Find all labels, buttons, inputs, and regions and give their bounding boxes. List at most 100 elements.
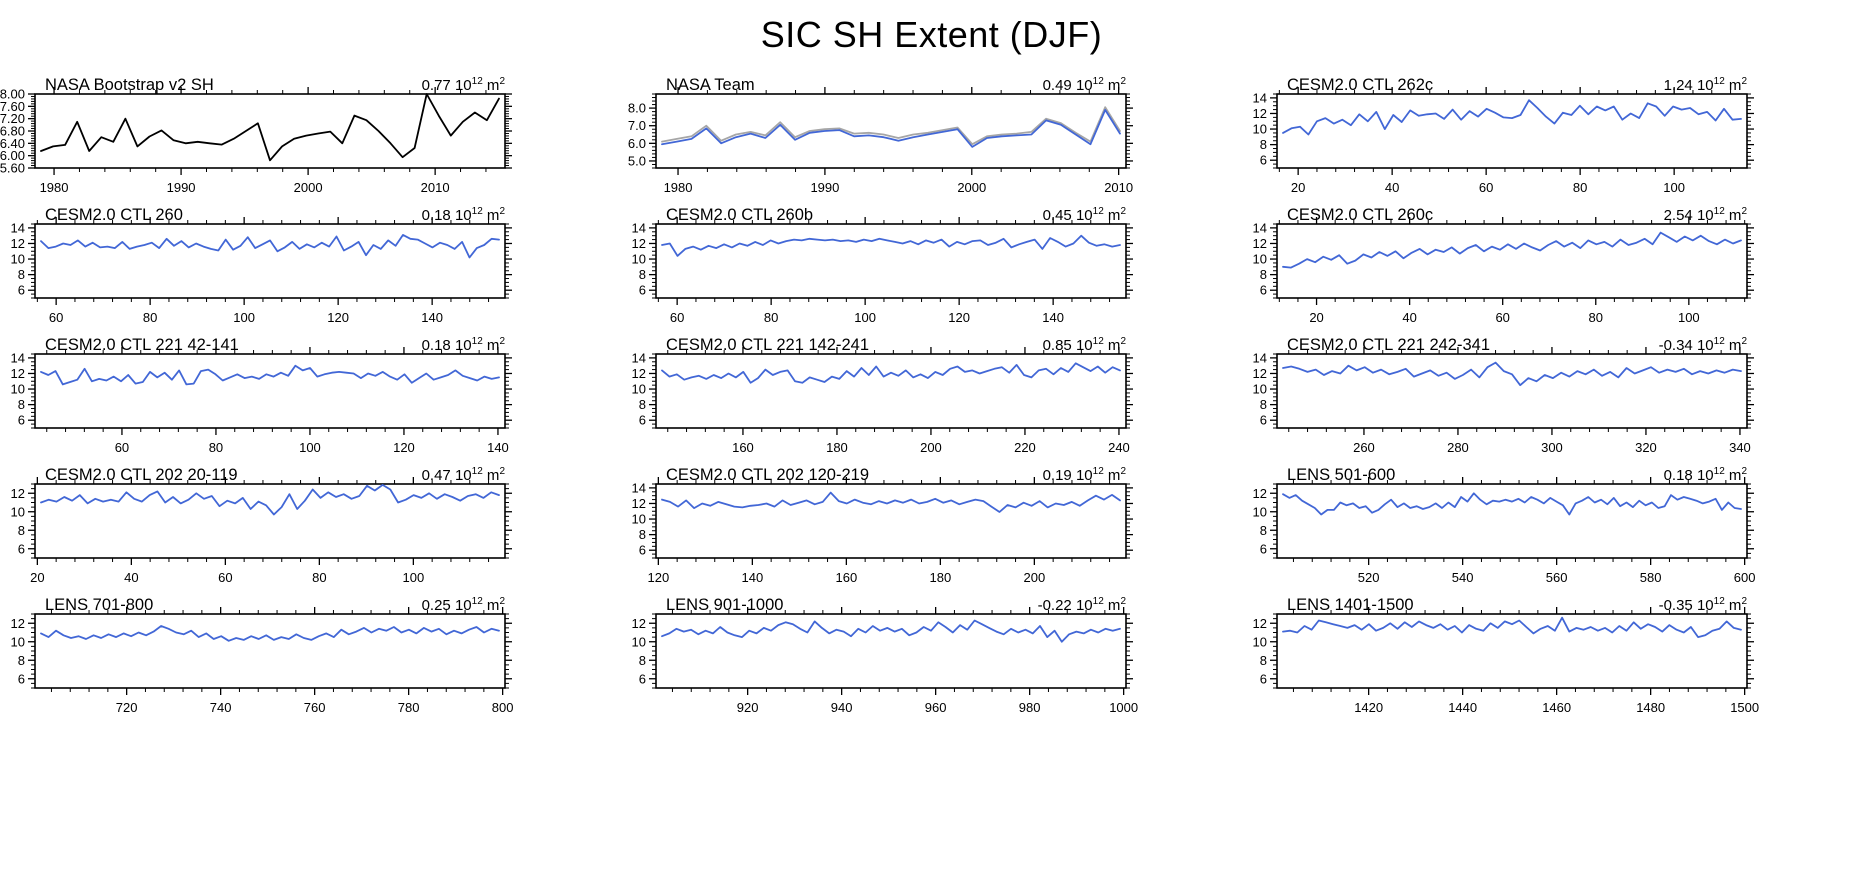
trend-value: 0.77 xyxy=(421,77,451,94)
svg-text:60: 60 xyxy=(218,570,232,585)
panel-title: LENS 501-600 xyxy=(1287,466,1396,484)
trend-power-exp: 12 xyxy=(471,596,483,607)
panel-trend-label: 0.77 1012 m2 xyxy=(422,76,505,94)
svg-text:14: 14 xyxy=(1253,220,1267,235)
svg-text:6.80: 6.80 xyxy=(0,124,25,139)
svg-text:8.00: 8.00 xyxy=(0,87,25,102)
svg-text:340: 340 xyxy=(1729,440,1751,455)
chart-panel: 260 280 300 320 340 6 8 10 12 14 CESM2.0 CTL 221 … xyxy=(1242,336,1863,466)
svg-text:12: 12 xyxy=(11,236,25,251)
trend-power-base: 10 xyxy=(1692,337,1714,354)
svg-text:100: 100 xyxy=(1663,180,1685,195)
trend-unit-exp: 2 xyxy=(1741,206,1747,217)
panel-trend-label: -0.22 1012 m2 xyxy=(1038,596,1126,614)
svg-text:12: 12 xyxy=(1253,106,1267,121)
svg-text:2010: 2010 xyxy=(421,180,450,195)
panel-plot-svg: 920 940 960 980 1000 6 8 10 12 xyxy=(632,607,1138,715)
svg-text:60: 60 xyxy=(1479,180,1493,195)
trend-unit: m xyxy=(1103,77,1121,94)
svg-text:140: 140 xyxy=(1042,310,1064,325)
svg-text:6: 6 xyxy=(1260,413,1267,428)
svg-text:8: 8 xyxy=(18,267,25,282)
chart-panel: 60 80 100 120 140 6 8 10 12 14 CESM2.0 CTL 221 42… xyxy=(0,336,621,466)
svg-text:2010: 2010 xyxy=(1104,180,1133,195)
chart-panel: 60 80 100 120 140 6 8 10 12 14 CESM2.0 CTL 260 0.… xyxy=(0,206,621,336)
svg-text:10: 10 xyxy=(1253,252,1267,267)
svg-text:8: 8 xyxy=(1260,397,1267,412)
svg-text:8: 8 xyxy=(1260,523,1267,538)
trend-power-exp: 12 xyxy=(1092,596,1104,607)
trend-unit: m xyxy=(482,467,500,484)
panel-trend-label: 0.47 1012 m2 xyxy=(422,466,505,484)
svg-text:8: 8 xyxy=(18,523,25,538)
svg-text:5.60: 5.60 xyxy=(0,161,25,176)
svg-text:12: 12 xyxy=(632,616,646,631)
svg-text:280: 280 xyxy=(1447,440,1469,455)
trend-unit-exp: 2 xyxy=(1741,596,1747,607)
svg-text:1480: 1480 xyxy=(1636,700,1665,715)
panel-title: LENS 901-1000 xyxy=(666,596,784,614)
svg-text:10: 10 xyxy=(632,252,646,267)
trend-value: 0.47 xyxy=(421,467,451,484)
svg-text:120: 120 xyxy=(948,310,970,325)
svg-text:6: 6 xyxy=(1260,541,1267,556)
svg-text:80: 80 xyxy=(312,570,326,585)
svg-text:140: 140 xyxy=(421,310,443,325)
svg-text:7.60: 7.60 xyxy=(0,99,25,114)
svg-text:120: 120 xyxy=(327,310,349,325)
svg-text:14: 14 xyxy=(632,220,646,235)
svg-text:1990: 1990 xyxy=(167,180,196,195)
trend-power-exp: 12 xyxy=(471,466,483,477)
panel-title: CESM2.0 CTL 221 42-141 xyxy=(45,336,239,354)
panel-plot-svg: 520 540 560 580 600 6 8 10 12 xyxy=(1253,477,1756,585)
panel-plot-svg: 20 40 60 80 100 6 8 10 12 xyxy=(11,477,512,585)
trend-unit: m xyxy=(1103,597,1121,614)
svg-text:100: 100 xyxy=(1678,310,1700,325)
trend-unit-exp: 2 xyxy=(499,76,505,87)
svg-text:160: 160 xyxy=(835,570,857,585)
trend-unit-exp: 2 xyxy=(1120,336,1126,347)
svg-text:540: 540 xyxy=(1452,570,1474,585)
svg-text:8: 8 xyxy=(639,267,646,282)
trend-power-base: 10 xyxy=(1692,597,1714,614)
panel-trend-label: -0.34 1012 m2 xyxy=(1659,336,1747,354)
svg-text:520: 520 xyxy=(1358,570,1380,585)
svg-text:180: 180 xyxy=(929,570,951,585)
trend-value: -0.35 xyxy=(1658,597,1693,614)
chart-panel: 1420 1440 1460 1480 1500 6 8 10 12 LENS 1401-150… xyxy=(1242,596,1863,726)
svg-text:200: 200 xyxy=(1023,570,1045,585)
trend-unit: m xyxy=(482,597,500,614)
chart-panel: 20 40 60 80 100 6 8 10 12 14 CESM2.0 CTL 262c 1.2… xyxy=(1242,76,1863,206)
svg-text:14: 14 xyxy=(1253,90,1267,105)
svg-text:14: 14 xyxy=(11,220,25,235)
panel-title: CESM2.0 CTL 202 20-119 xyxy=(45,466,238,484)
trend-power-exp: 12 xyxy=(471,206,483,217)
svg-text:980: 980 xyxy=(1019,700,1041,715)
svg-text:60: 60 xyxy=(1495,310,1509,325)
svg-text:160: 160 xyxy=(732,440,754,455)
trend-unit: m xyxy=(482,207,500,224)
trend-unit: m xyxy=(1724,597,1742,614)
trend-power-base: 10 xyxy=(450,207,472,224)
svg-text:8: 8 xyxy=(1260,267,1267,282)
svg-text:14: 14 xyxy=(632,480,646,495)
trend-power-base: 10 xyxy=(450,337,472,354)
svg-text:120: 120 xyxy=(647,570,669,585)
chart-panel: 1980 1990 2000 2010 5.60 6.00 6.40 6.80 7.20 7.60… xyxy=(0,76,621,206)
svg-text:10: 10 xyxy=(11,504,25,519)
trend-unit-exp: 2 xyxy=(1120,206,1126,217)
svg-text:240: 240 xyxy=(1108,440,1130,455)
svg-text:14: 14 xyxy=(11,350,25,365)
svg-text:12: 12 xyxy=(11,616,25,631)
svg-text:760: 760 xyxy=(304,700,326,715)
panel-trend-label: 0.85 1012 m2 xyxy=(1043,336,1126,354)
panel-trend-label: -0.35 1012 m2 xyxy=(1659,596,1747,614)
svg-text:940: 940 xyxy=(831,700,853,715)
svg-text:6: 6 xyxy=(639,671,646,686)
trend-power-exp: 12 xyxy=(1092,466,1104,477)
svg-text:120: 120 xyxy=(393,440,415,455)
svg-text:8: 8 xyxy=(639,653,646,668)
